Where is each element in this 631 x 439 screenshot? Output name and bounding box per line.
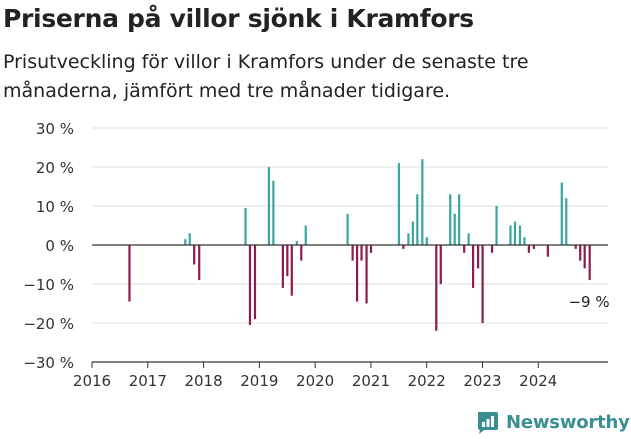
bar — [244, 207, 247, 245]
bar — [490, 245, 494, 253]
bar — [198, 245, 201, 281]
x-tick-label: 2021 — [352, 372, 390, 390]
bar — [188, 233, 191, 245]
bar — [253, 245, 257, 320]
bar — [397, 163, 401, 245]
bar — [407, 233, 410, 245]
bar — [527, 245, 530, 253]
last-value-annotation: −9 % — [568, 293, 609, 311]
bar — [546, 245, 549, 257]
bar — [351, 245, 354, 261]
y-tick-label: 20 % — [36, 159, 74, 177]
bar — [411, 221, 414, 245]
x-tick-label: 2018 — [184, 372, 222, 390]
x-tick-label: 2016 — [73, 372, 111, 390]
bar-chart: 30 % 20 % 10 % 0 % −10 % −20 % −30 %2016 2017 20… — [23, 120, 609, 390]
bar — [523, 237, 526, 245]
bar — [267, 167, 271, 245]
bar — [421, 159, 424, 245]
newsworthy-logo-icon — [478, 412, 498, 434]
bar — [583, 245, 586, 269]
bar — [193, 245, 196, 265]
x-tick-label: 2020 — [296, 372, 334, 390]
bar — [300, 245, 303, 261]
bar — [369, 245, 373, 253]
y-tick-label: −20 % — [23, 315, 74, 333]
bar — [458, 194, 461, 245]
bar — [286, 245, 289, 277]
bar — [518, 225, 522, 245]
bar — [435, 245, 438, 331]
brand-logo: Newsworthy — [476, 408, 630, 436]
x-tick-label: 2024 — [519, 372, 557, 390]
bar — [467, 233, 470, 245]
bar — [248, 245, 252, 325]
bar — [281, 245, 284, 288]
bar — [416, 194, 419, 245]
x-tick-label: 2023 — [463, 372, 501, 390]
bar — [449, 194, 452, 245]
brand-name: Newsworthy — [506, 411, 630, 433]
bar — [560, 182, 563, 245]
bar — [128, 245, 131, 302]
x-tick-label: 2019 — [240, 372, 278, 390]
bar — [565, 198, 568, 245]
bar — [513, 221, 517, 245]
bar — [532, 245, 536, 249]
y-tick-label: −30 % — [23, 354, 74, 372]
bar — [472, 245, 475, 288]
bar — [272, 180, 275, 245]
bar — [304, 225, 307, 245]
chart-subtitle: Prisutveckling för villor i Kramfors und… — [3, 51, 529, 102]
bar — [574, 245, 577, 249]
bar — [481, 245, 484, 323]
bar — [355, 245, 359, 302]
bar — [346, 213, 349, 245]
bar — [290, 245, 293, 296]
bar — [477, 245, 480, 269]
x-tick-label: 2022 — [408, 372, 446, 390]
bar — [439, 245, 442, 284]
bar — [453, 213, 456, 245]
y-tick-label: 10 % — [36, 198, 74, 216]
bar — [184, 239, 187, 245]
bar — [295, 241, 298, 245]
bar — [402, 245, 405, 249]
bar — [360, 245, 363, 261]
y-tick-label: −10 % — [23, 276, 74, 294]
y-tick-label: 0 % — [45, 237, 74, 255]
bar — [463, 245, 466, 253]
bar — [588, 245, 591, 281]
bar — [509, 225, 512, 245]
y-tick-label: 30 % — [36, 120, 74, 138]
bar — [579, 245, 582, 261]
bar — [365, 245, 368, 304]
bar — [495, 206, 498, 245]
bar — [425, 237, 428, 245]
chart-title: Priserna på villor sjönk i Kramfors — [3, 4, 474, 33]
x-tick-label: 2017 — [129, 372, 167, 390]
